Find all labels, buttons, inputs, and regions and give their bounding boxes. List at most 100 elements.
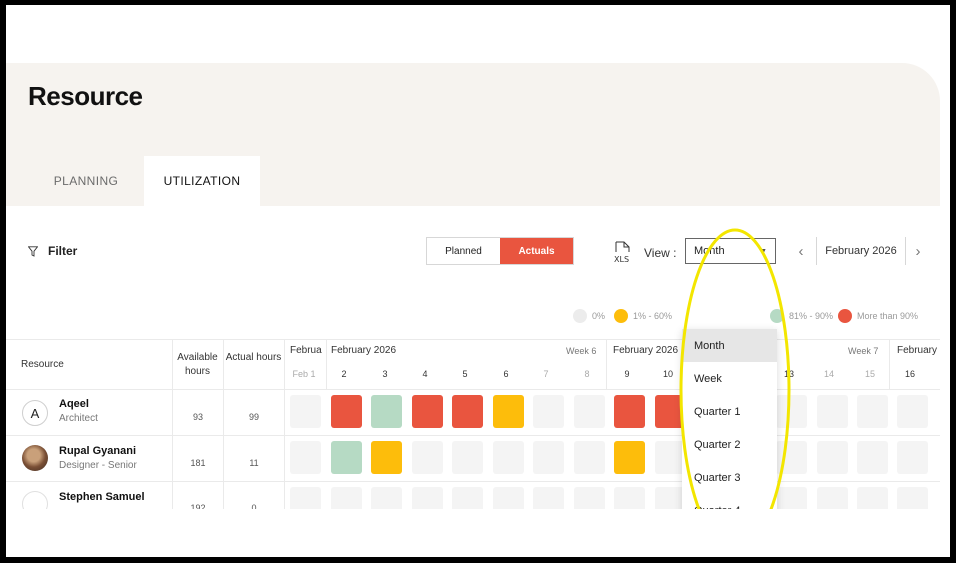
day-header: 6 [503,369,509,379]
divider [6,481,940,482]
dropdown-option-month[interactable]: Month [682,329,777,362]
legend-item: 1% - 60% [614,309,672,323]
utilization-cell[interactable] [776,395,807,428]
utilization-cell[interactable] [412,487,443,509]
month-header: February 2026 [613,345,679,356]
export-xls-icon[interactable]: XLS [612,241,632,265]
utilization-cell[interactable] [614,395,645,428]
chevron-right-icon: › [915,242,921,260]
tab-utilization[interactable]: UTILIZATION [144,156,260,206]
filter-label: Filter [48,244,78,258]
utilization-cell[interactable] [533,487,564,509]
day-header: 7 [543,369,549,379]
utilization-grid: Resource Available hours Actual hours Fe… [6,339,940,509]
utilization-cell[interactable] [857,441,888,474]
column-header-available: Available hours [177,352,218,377]
planned-actuals-toggle: Planned Actuals [426,237,574,265]
resource-name[interactable]: Stephen Samuel [59,491,145,503]
utilization-cell[interactable] [817,487,848,509]
month-header: February [897,345,938,356]
utilization-cell[interactable] [290,441,321,474]
planned-option[interactable]: Planned [445,245,482,257]
utilization-cell[interactable] [412,395,443,428]
utilization-cell[interactable] [574,395,605,428]
utilization-cell[interactable] [897,395,928,428]
legend-label: More than 90% [857,311,919,321]
utilization-cell[interactable] [331,487,362,509]
tab-planning[interactable]: PLANNING [53,174,119,188]
legend-item: 81% - 90% [770,309,833,323]
utilization-cell[interactable] [412,441,443,474]
utilization-cell[interactable] [897,441,928,474]
day-header: 16 [904,369,915,379]
utilization-cell[interactable] [371,395,402,428]
page-title: Resource [28,81,143,111]
utilization-cell[interactable] [331,395,362,428]
dropdown-option-quarter-3[interactable]: Quarter 3 [694,471,741,484]
utilization-cell[interactable] [290,395,321,428]
utilization-cell[interactable] [493,441,524,474]
divider [326,339,327,389]
utilization-cell[interactable] [655,487,686,509]
utilization-cell[interactable] [574,487,605,509]
resource-name[interactable]: Rupal Gyanani [59,445,137,457]
view-select-value: Month [694,245,725,257]
divider [6,435,940,436]
dropdown-option-quarter-4[interactable]: Quarter 4 [682,494,777,510]
view-select[interactable]: Month ▼ [685,238,776,264]
utilization-cell[interactable] [776,441,807,474]
avatar [22,491,48,509]
view-dropdown-menu: Month Week Quarter 1 Quarter 2 Quarter 3… [682,329,777,509]
utilization-cell[interactable] [533,395,564,428]
next-month-button[interactable]: › [904,237,932,265]
divider [223,339,224,509]
utilization-cell[interactable] [857,487,888,509]
utilization-cell[interactable] [533,441,564,474]
legend-item: 0% [573,309,605,323]
day-header: 14 [823,369,834,379]
week-header: Week 6 [566,346,597,356]
resource-role: Architect [59,413,98,424]
legend-swatch [573,309,587,323]
chevron-down-icon: ▼ [760,247,767,255]
divider [284,339,285,509]
utilization-cell[interactable] [371,487,402,509]
legend-swatch [614,309,628,323]
legend-label: 81% - 90% [789,311,834,321]
utilization-cell[interactable] [817,441,848,474]
utilization-cell[interactable] [290,487,321,509]
legend-swatch [770,309,784,323]
column-header-actual: Actual hours [225,352,282,363]
actual-hours: 0 [251,503,257,509]
utilization-cell[interactable] [817,395,848,428]
filter-button[interactable]: Filter [28,244,77,258]
header-band: Resource PLANNING UTILIZATION [6,63,940,206]
utilization-cell[interactable] [897,487,928,509]
utilization-cell[interactable] [614,441,645,474]
utilization-cell[interactable] [331,441,362,474]
resource-card: Resource PLANNING UTILIZATION Filter Pla… [6,63,940,509]
utilization-cell[interactable] [452,487,483,509]
available-hours: 181 [190,458,206,468]
utilization-cell[interactable] [493,395,524,428]
actuals-option[interactable]: Actuals [500,238,573,264]
utilization-cell[interactable] [857,395,888,428]
dropdown-option-week[interactable]: Week [694,372,722,385]
day-header: 15 [864,369,875,379]
dropdown-option-quarter-2[interactable]: Quarter 2 [694,438,741,451]
utilization-cell[interactable] [452,395,483,428]
divider [172,339,173,509]
utilization-cell[interactable] [574,441,605,474]
utilization-cell[interactable] [493,487,524,509]
prev-month-button[interactable]: ‹ [787,237,815,265]
available-hours: 192 [190,503,206,509]
utilization-cell[interactable] [776,487,807,509]
utilization-cell[interactable] [614,487,645,509]
divider [606,339,607,389]
divider [889,339,890,389]
dropdown-option-quarter-1[interactable]: Quarter 1 [694,405,741,418]
resource-name[interactable]: Aqeel [59,398,89,410]
utilization-cell[interactable] [452,441,483,474]
day-header: 8 [584,369,590,379]
utilization-cell[interactable] [371,441,402,474]
